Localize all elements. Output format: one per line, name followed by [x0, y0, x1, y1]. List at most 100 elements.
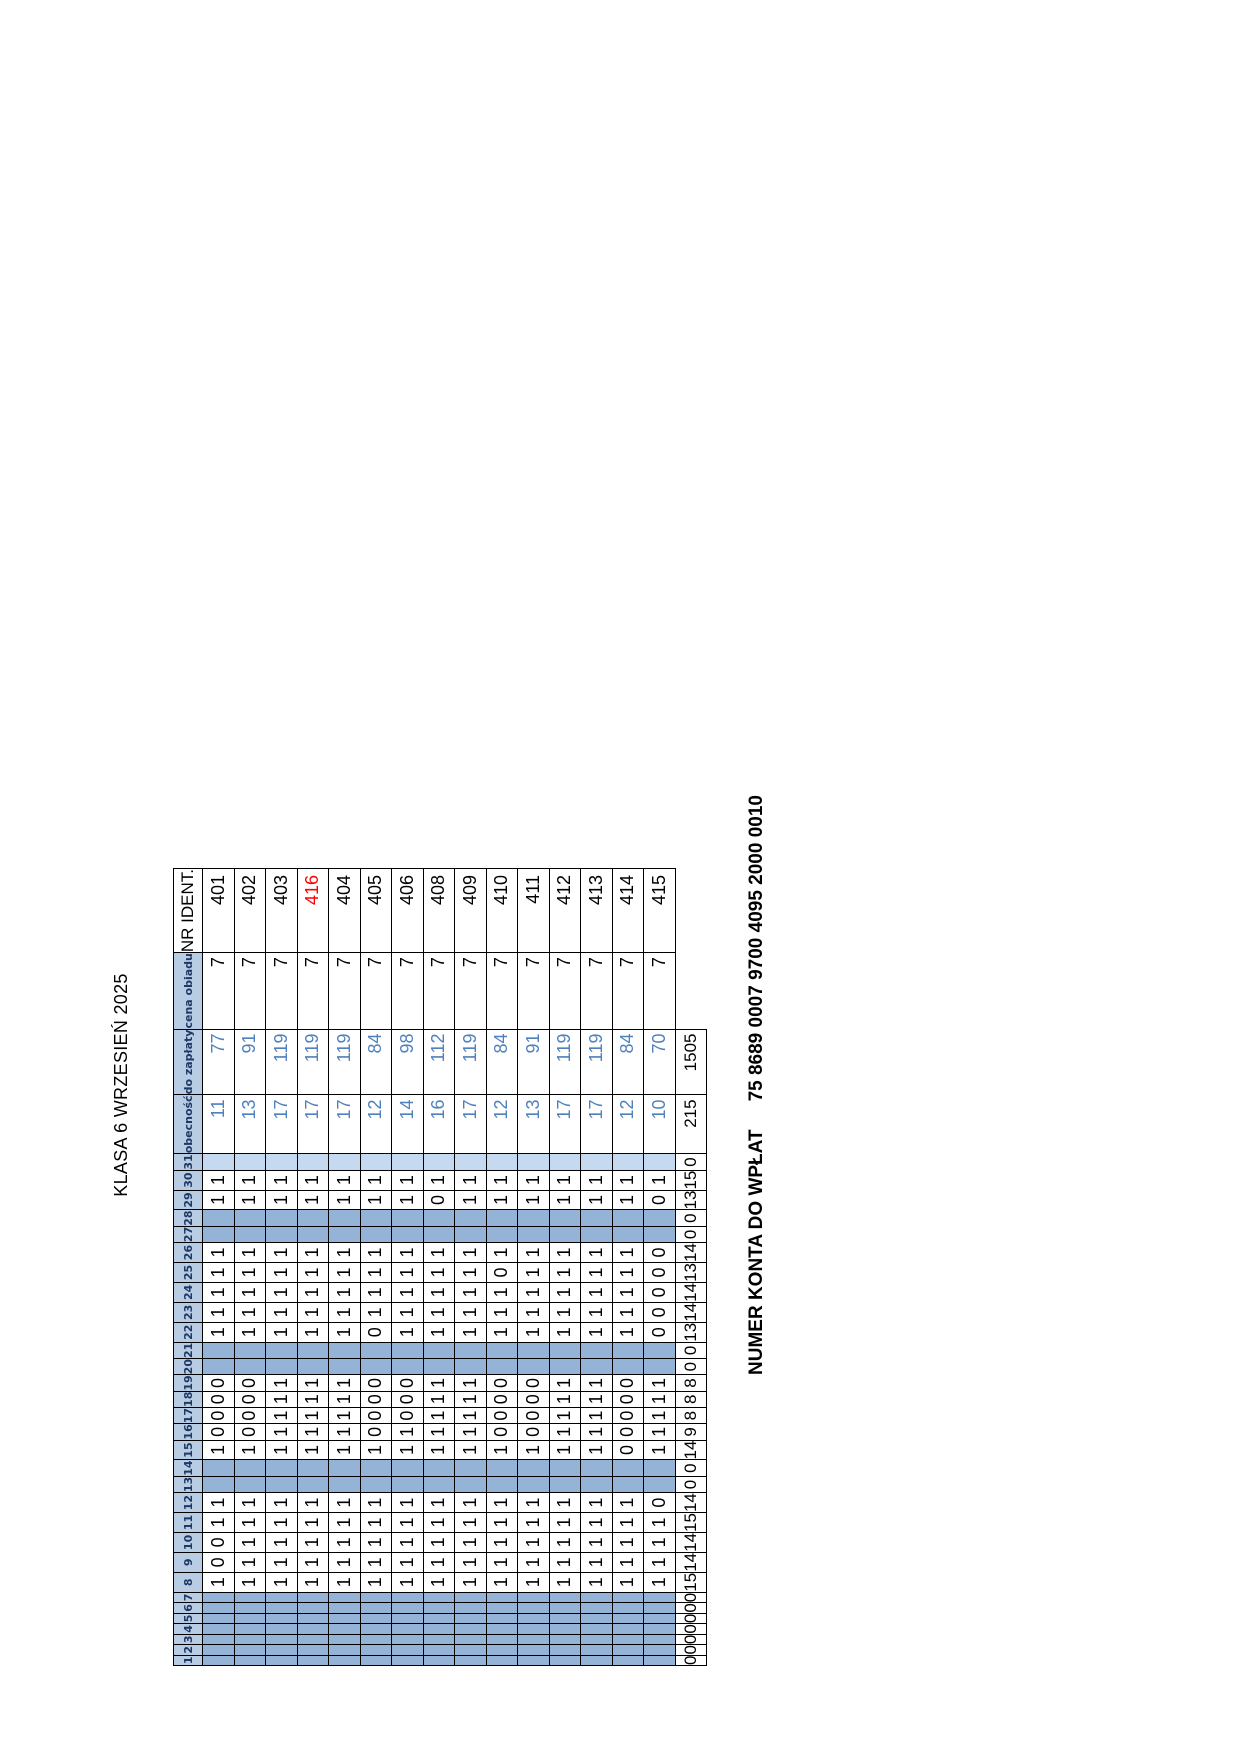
day-cell: 1 — [328, 1170, 360, 1191]
day-cell: 1 — [391, 1423, 423, 1441]
day-cell — [391, 1602, 423, 1614]
sum-day-cell: 0 — [675, 1476, 707, 1493]
obecnosc-cell: 10 — [643, 1094, 675, 1154]
day-cell — [549, 1358, 581, 1375]
day-cell — [234, 1476, 266, 1493]
day-cell — [202, 1592, 234, 1603]
cena-cell: 7 — [517, 952, 549, 1030]
day-cell: 1 — [549, 1512, 581, 1533]
day-cell: 1 — [580, 1242, 612, 1263]
day-cell — [486, 1655, 518, 1666]
day-cell — [234, 1342, 266, 1359]
day-cell: 1 — [517, 1302, 549, 1323]
cena-cell: 7 — [391, 952, 423, 1030]
day-cell: 1 — [580, 1302, 612, 1323]
day-cell — [454, 1226, 486, 1243]
ident-cell: 410 — [486, 868, 518, 953]
day-cell — [454, 1644, 486, 1656]
day-cell: 0 — [643, 1190, 675, 1210]
day-cell: 1 — [486, 1282, 518, 1303]
day-cell: 1 — [612, 1262, 644, 1283]
day-cell — [265, 1226, 297, 1243]
day-cell: 1 — [360, 1552, 392, 1573]
day-cell — [360, 1634, 392, 1645]
day-cell — [265, 1476, 297, 1493]
day-cell — [517, 1459, 549, 1477]
day-cell — [202, 1623, 234, 1635]
day-cell: 1 — [580, 1170, 612, 1191]
day-cell: 1 — [517, 1242, 549, 1263]
day-header-24: 24 — [173, 1282, 203, 1303]
day-header-31: 31 — [173, 1153, 203, 1171]
day-cell — [360, 1209, 392, 1227]
day-cell — [454, 1623, 486, 1635]
day-cell: 0 — [486, 1407, 518, 1424]
ident-cell: 411 — [517, 868, 549, 953]
sum-day-cell: 0 — [675, 1634, 707, 1645]
day-cell: 1 — [580, 1391, 612, 1408]
day-cell — [391, 1209, 423, 1227]
day-cell: 1 — [454, 1262, 486, 1283]
day-cell — [517, 1153, 549, 1171]
day-cell — [580, 1623, 612, 1635]
day-cell: 1 — [486, 1440, 518, 1460]
day-cell — [297, 1592, 329, 1603]
day-cell — [391, 1623, 423, 1635]
sum-zaplata: 1505 — [675, 1029, 707, 1095]
day-cell: 1 — [549, 1190, 581, 1210]
day-cell: 1 — [612, 1512, 644, 1533]
account-line: NUMER KONTA DO WPŁAT 75 8689 0007 9700 40… — [746, 795, 768, 1375]
day-cell: 1 — [328, 1374, 360, 1392]
day-cell — [454, 1592, 486, 1603]
day-cell: 1 — [580, 1440, 612, 1460]
table-row: 1 1 1 1 1 1 0 0 0 0 0 1 1 1 1 1 1 12 84 7 405 — [360, 868, 392, 1666]
sum-day-cell: 8 — [675, 1374, 707, 1392]
day-cell — [297, 1623, 329, 1635]
day-cell — [328, 1476, 360, 1493]
day-cell — [202, 1459, 234, 1477]
day-cell: 1 — [265, 1322, 297, 1343]
day-cell: 1 — [612, 1170, 644, 1191]
day-cell — [360, 1226, 392, 1243]
day-cell — [202, 1476, 234, 1493]
sum-day-cell: 0 — [675, 1342, 707, 1359]
day-cell: 1 — [297, 1242, 329, 1263]
day-cell: 1 — [234, 1262, 266, 1283]
table-row: 1 1 1 1 1 1 1 1 1 1 1 1 1 1 1 1 1 17 119 7 404 — [328, 868, 360, 1666]
day-header-5: 5 — [173, 1613, 203, 1624]
day-cell: 1 — [580, 1512, 612, 1533]
obecnosc-cell: 17 — [297, 1094, 329, 1154]
day-cell: 1 — [360, 1440, 392, 1460]
day-cell — [549, 1613, 581, 1624]
day-cell: 1 — [517, 1552, 549, 1573]
day-cell: 1 — [328, 1391, 360, 1408]
day-cell — [517, 1592, 549, 1603]
table-row: 1 1 1 1 1 1 0 0 0 0 1 1 1 0 1 1 1 12 84 7 410 — [486, 868, 518, 1666]
day-cell: 0 — [234, 1423, 266, 1441]
day-cell: 1 — [297, 1572, 329, 1593]
obecnosc-cell: 12 — [486, 1094, 518, 1154]
day-header-20: 20 — [173, 1358, 203, 1375]
day-cell: 1 — [454, 1492, 486, 1513]
day-cell: 1 — [486, 1322, 518, 1343]
day-cell: 1 — [202, 1242, 234, 1263]
day-header-8: 8 — [173, 1572, 203, 1593]
sum-day-cell: 13 — [675, 1322, 707, 1343]
page-title: KLASA 6 WRZESIEŃ 2025 — [111, 973, 131, 1197]
day-cell — [454, 1459, 486, 1477]
day-cell: 1 — [265, 1262, 297, 1283]
day-cell — [328, 1655, 360, 1666]
day-header-30: 30 — [173, 1170, 203, 1191]
day-cell — [454, 1613, 486, 1624]
day-cell: 0 — [234, 1391, 266, 1408]
day-cell — [549, 1623, 581, 1635]
day-cell — [360, 1623, 392, 1635]
day-cell: 1 — [643, 1440, 675, 1460]
day-cell — [454, 1476, 486, 1493]
day-cell — [297, 1634, 329, 1645]
day-cell: 1 — [612, 1242, 644, 1263]
day-cell: 1 — [454, 1374, 486, 1392]
zaplata-cell: 119 — [297, 1029, 329, 1095]
day-cell — [360, 1592, 392, 1603]
day-cell: 1 — [580, 1262, 612, 1283]
